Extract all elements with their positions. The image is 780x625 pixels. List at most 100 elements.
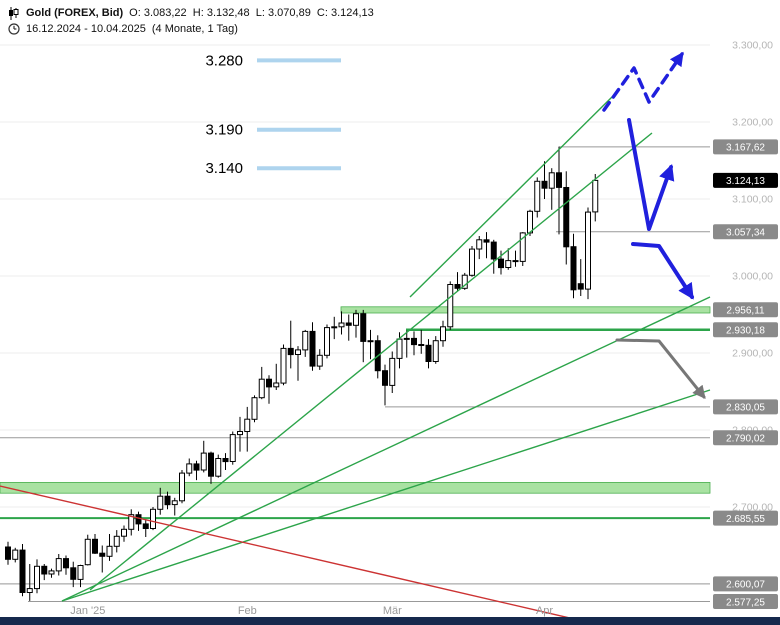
candle xyxy=(483,232,490,259)
candle xyxy=(360,309,367,363)
candle xyxy=(512,250,519,267)
y-axis-label: 3.100,00 xyxy=(732,194,773,206)
candle xyxy=(418,329,425,354)
candle xyxy=(577,259,584,296)
candle xyxy=(585,207,591,300)
bottom-bar xyxy=(0,617,780,625)
candle xyxy=(237,416,243,452)
candle xyxy=(48,568,55,578)
price-tag: 2.930,18 xyxy=(713,322,778,338)
candle xyxy=(548,168,555,210)
candle xyxy=(498,250,504,275)
candle xyxy=(541,161,548,199)
candle xyxy=(164,491,171,510)
candle xyxy=(331,316,338,340)
candle xyxy=(157,487,164,515)
candle xyxy=(592,174,599,222)
candle xyxy=(476,236,483,260)
candle xyxy=(345,314,352,341)
candle xyxy=(469,246,475,277)
svg-text:2.790,02: 2.790,02 xyxy=(726,434,765,445)
chart-header: Gold (FOREX, Bid) O: 3.083,22 H: 3.132,4… xyxy=(7,5,374,37)
target-level: 3.140 xyxy=(205,160,341,177)
y-axis-label: 2.900,00 xyxy=(732,348,773,360)
trend-line xyxy=(61,389,711,602)
candle xyxy=(295,346,301,381)
candle xyxy=(121,525,127,542)
candle xyxy=(92,534,98,554)
candle xyxy=(432,336,439,364)
price-tag: 2.790,02 xyxy=(713,430,778,446)
candle xyxy=(302,329,309,357)
date-range: 16.12.2024 - 10.04.2025 xyxy=(26,23,146,35)
candle xyxy=(70,561,77,588)
candlestick-icon xyxy=(7,6,20,20)
price-tag: 2.600,07 xyxy=(713,576,778,592)
price-tag: 2.685,55 xyxy=(713,510,778,526)
trend-line xyxy=(0,485,569,617)
y-axis-label: 3.300,00 xyxy=(732,40,773,52)
y-axis-label: 3.200,00 xyxy=(732,117,773,129)
price-tag: 3.124,13 xyxy=(713,172,778,188)
candle xyxy=(135,511,142,531)
svg-text:2.930,18: 2.930,18 xyxy=(726,326,765,337)
candle xyxy=(19,544,26,597)
svg-text:3.124,13: 3.124,13 xyxy=(726,176,765,187)
candle xyxy=(534,177,541,218)
svg-text:2.600,07: 2.600,07 xyxy=(726,580,765,591)
svg-text:2.830,05: 2.830,05 xyxy=(726,403,765,414)
svg-text:2.685,55: 2.685,55 xyxy=(726,514,765,525)
candle xyxy=(389,351,396,393)
forecast-arrow-dashed xyxy=(602,51,684,112)
candle xyxy=(244,406,251,452)
candle xyxy=(556,146,562,235)
candle xyxy=(12,547,19,563)
candle xyxy=(411,331,417,356)
forecast-arrow xyxy=(631,242,694,300)
candle xyxy=(338,311,345,335)
svg-text:3.167,62: 3.167,62 xyxy=(726,143,765,154)
candle xyxy=(63,555,69,575)
target-level-label: 3.280 xyxy=(205,52,243,69)
x-axis-label: Mär xyxy=(383,605,402,617)
forecast-arrow xyxy=(615,338,706,400)
candle xyxy=(570,233,577,299)
price-tag: 2.577,25 xyxy=(713,594,778,609)
candle xyxy=(142,519,149,537)
target-level-label: 3.190 xyxy=(205,122,243,139)
candle xyxy=(309,322,316,371)
candle xyxy=(353,309,359,338)
candle xyxy=(425,339,432,369)
target-level: 3.190 xyxy=(205,122,341,139)
candle xyxy=(287,320,294,369)
svg-text:2.577,25: 2.577,25 xyxy=(726,597,765,608)
candle xyxy=(266,375,272,404)
candle xyxy=(229,431,236,465)
x-axis-label: Jan '25 xyxy=(70,605,105,617)
candle xyxy=(215,454,222,478)
forecast-arrow xyxy=(627,118,675,231)
candle xyxy=(208,451,214,484)
svg-text:2.956,11: 2.956,11 xyxy=(726,306,765,317)
candle xyxy=(41,564,48,581)
clock-icon xyxy=(7,23,20,35)
target-level-label: 3.140 xyxy=(205,160,243,177)
candle xyxy=(440,320,446,347)
candle xyxy=(128,509,135,536)
candle xyxy=(505,248,512,270)
x-axis-label: Feb xyxy=(238,605,257,617)
trend-line xyxy=(89,132,653,591)
y-axis-label: 2.700,00 xyxy=(732,502,773,514)
candle xyxy=(251,395,258,423)
price-tag: 2.956,11 xyxy=(713,302,778,318)
target-level: 3.280 xyxy=(205,52,341,69)
candle xyxy=(461,272,468,290)
candle xyxy=(316,349,323,370)
candle xyxy=(5,541,11,565)
support-zone xyxy=(340,306,711,314)
price-tag: 2.830,05 xyxy=(713,399,778,415)
candle xyxy=(200,440,207,473)
candle xyxy=(77,564,84,588)
